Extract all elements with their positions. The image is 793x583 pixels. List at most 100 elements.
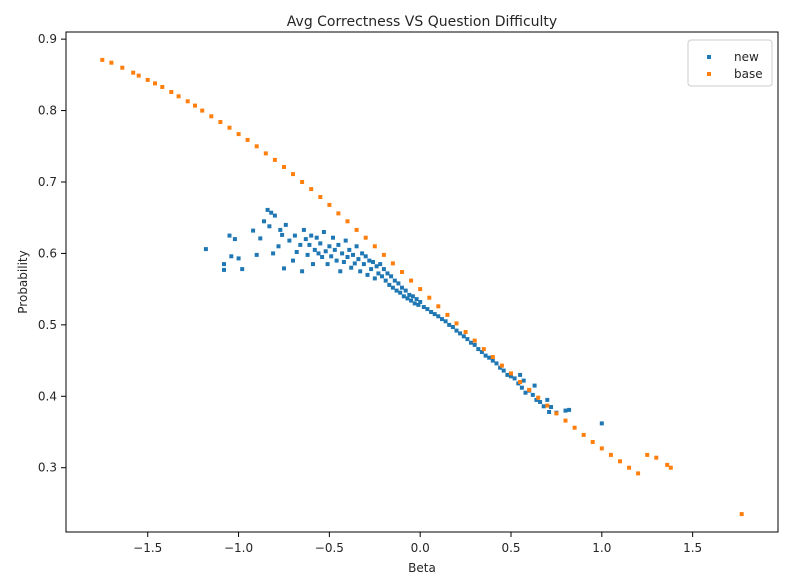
- point-new-78: [392, 278, 397, 283]
- point-base-28: [345, 219, 350, 224]
- point-new-90: [414, 297, 419, 302]
- point-new-5: [232, 237, 237, 242]
- point-new-127: [545, 397, 550, 402]
- point-new-126: [541, 404, 546, 409]
- point-base-50: [545, 403, 550, 408]
- point-new-82: [400, 285, 404, 290]
- point-base-46: [509, 371, 513, 376]
- point-new-40: [323, 249, 328, 254]
- point-base-64: [668, 465, 673, 470]
- legend-label-new: new: [734, 50, 759, 64]
- point-base-49: [536, 395, 541, 400]
- point-base-1: [109, 60, 114, 65]
- y-tick-label: 0.4: [38, 389, 57, 403]
- point-new-45: [332, 247, 337, 252]
- point-new-108: [476, 347, 481, 352]
- point-new-111: [487, 355, 492, 360]
- point-new-96: [432, 312, 437, 317]
- point-new-77: [390, 285, 395, 290]
- point-base-10: [185, 99, 190, 104]
- point-new-59: [358, 269, 363, 274]
- point-base-19: [263, 151, 268, 156]
- point-new-67: [372, 276, 377, 281]
- point-new-128: [549, 405, 553, 409]
- point-new-74: [385, 271, 390, 276]
- point-new-43: [329, 254, 334, 259]
- point-new-103: [458, 331, 463, 336]
- point-new-84: [403, 288, 408, 293]
- point-new-116: [505, 372, 510, 377]
- point-new-106: [469, 340, 473, 345]
- y-tick-label: 0.8: [38, 104, 57, 118]
- point-new-54: [349, 265, 354, 270]
- point-new-60: [360, 251, 365, 256]
- point-new-121: [523, 390, 528, 395]
- point-new-83: [401, 294, 406, 299]
- point-base-56: [599, 446, 604, 451]
- point-base-9: [176, 94, 181, 99]
- point-new-10: [258, 236, 263, 241]
- point-base-18: [254, 144, 259, 149]
- point-new-86: [407, 292, 412, 297]
- point-new-35: [314, 235, 319, 240]
- point-new-91: [416, 302, 421, 307]
- point-base-3: [131, 70, 136, 75]
- point-new-12: [265, 207, 270, 212]
- point-new-69: [376, 271, 381, 276]
- x-tick-label: 0.0: [411, 541, 430, 555]
- point-new-113: [494, 361, 499, 366]
- x-tick-label: −1.5: [133, 541, 162, 555]
- point-new-6: [236, 256, 241, 261]
- point-new-130: [563, 408, 568, 413]
- point-new-89: [412, 301, 417, 306]
- point-new-4: [229, 254, 234, 259]
- point-base-29: [354, 227, 359, 232]
- point-base-0: [100, 57, 105, 62]
- legend-marker-new: [707, 55, 711, 59]
- point-new-117: [509, 374, 513, 379]
- point-base-32: [381, 252, 386, 257]
- y-tick-label: 0.6: [38, 246, 57, 260]
- y-tick-label: 0.5: [38, 318, 57, 332]
- point-new-100: [447, 322, 452, 327]
- point-new-53: [347, 247, 352, 252]
- point-new-19: [280, 232, 285, 237]
- series-base: [100, 57, 744, 517]
- point-new-135: [532, 383, 537, 388]
- point-base-55: [590, 440, 595, 444]
- point-base-38: [436, 304, 441, 309]
- point-base-27: [336, 211, 341, 216]
- point-new-38: [320, 255, 325, 259]
- point-base-35: [409, 278, 414, 283]
- point-new-65: [369, 267, 374, 272]
- point-base-12: [200, 108, 205, 113]
- point-new-28: [301, 227, 306, 232]
- point-new-134: [521, 378, 526, 383]
- point-base-5: [145, 77, 150, 82]
- x-axis-label: Beta: [408, 561, 436, 575]
- point-base-34: [400, 270, 404, 274]
- legend: new base: [687, 39, 773, 87]
- chart-title: Avg Correctness VS Question Difficulty: [287, 14, 557, 30]
- point-new-133: [518, 372, 523, 377]
- point-new-1: [222, 262, 226, 267]
- point-base-39: [445, 312, 450, 317]
- point-base-53: [572, 425, 577, 430]
- point-new-87: [409, 298, 414, 303]
- point-new-80: [396, 281, 401, 286]
- point-base-30: [363, 235, 368, 240]
- point-new-30: [305, 252, 310, 257]
- x-tick-label: −1.0: [224, 541, 253, 555]
- point-new-110: [483, 353, 488, 358]
- point-new-32: [309, 233, 314, 238]
- point-base-20: [272, 157, 277, 162]
- point-new-93: [421, 305, 426, 309]
- point-base-4: [136, 73, 141, 78]
- y-axis-label: Probability: [16, 250, 30, 313]
- point-new-18: [278, 227, 283, 232]
- point-base-13: [209, 114, 214, 119]
- plot-points: [100, 57, 744, 517]
- point-base-47: [518, 380, 523, 384]
- point-base-40: [454, 321, 459, 326]
